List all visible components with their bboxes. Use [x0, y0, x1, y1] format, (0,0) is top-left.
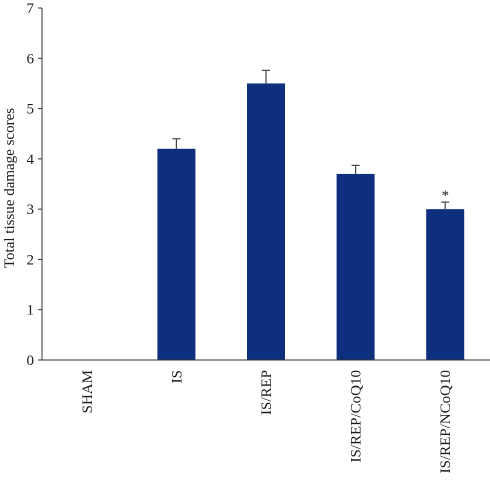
- error-bars: [172, 69, 450, 210]
- x-tick-label: IS/REP: [259, 370, 275, 415]
- y-axis-label: Total tissue damage scores: [2, 108, 18, 268]
- x-tick-label: IS/REP/CoQ10: [349, 370, 365, 463]
- y-tick-label: 4: [27, 152, 35, 168]
- x-axis-ticks: SHAM IS IS/REP IS/REP/CoQ10 IS/REP/NCoQ10: [80, 370, 454, 473]
- y-tick-label: 5: [27, 102, 35, 118]
- significance-marker: *: [441, 188, 449, 204]
- x-tick-label: IS: [169, 370, 185, 383]
- y-tick-label: 6: [27, 51, 35, 67]
- x-tick-label: SHAM: [80, 370, 96, 413]
- y-tick-label: 2: [27, 252, 35, 268]
- bars: [157, 83, 465, 360]
- bar: [426, 209, 465, 360]
- bar: [157, 148, 196, 360]
- y-tick-label: 0: [27, 353, 35, 369]
- y-tick-label: 7: [27, 1, 35, 17]
- y-tick-label: 3: [27, 202, 35, 218]
- bar: [336, 173, 375, 360]
- annotations: *: [441, 188, 449, 204]
- bar: [247, 83, 285, 360]
- y-axis-ticks: 0 1 2 3 4 5 6 7: [27, 1, 42, 369]
- y-tick-label: 1: [27, 303, 35, 319]
- x-tick-label: IS/REP/NCoQ10: [438, 370, 454, 473]
- axes: [41, 8, 490, 361]
